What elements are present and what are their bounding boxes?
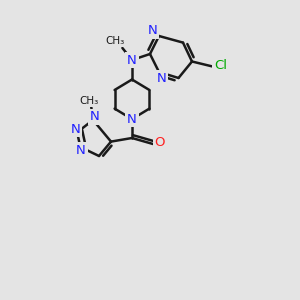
Text: N: N xyxy=(90,110,99,124)
Text: Cl: Cl xyxy=(214,58,227,72)
Text: CH₃: CH₃ xyxy=(80,95,99,106)
Text: N: N xyxy=(148,24,157,37)
Text: N: N xyxy=(76,143,86,157)
Text: N: N xyxy=(71,122,81,136)
Text: CH₃: CH₃ xyxy=(105,35,124,46)
Text: N: N xyxy=(127,53,137,67)
Text: O: O xyxy=(154,136,165,149)
Text: N: N xyxy=(127,112,137,126)
Text: N: N xyxy=(157,72,166,85)
